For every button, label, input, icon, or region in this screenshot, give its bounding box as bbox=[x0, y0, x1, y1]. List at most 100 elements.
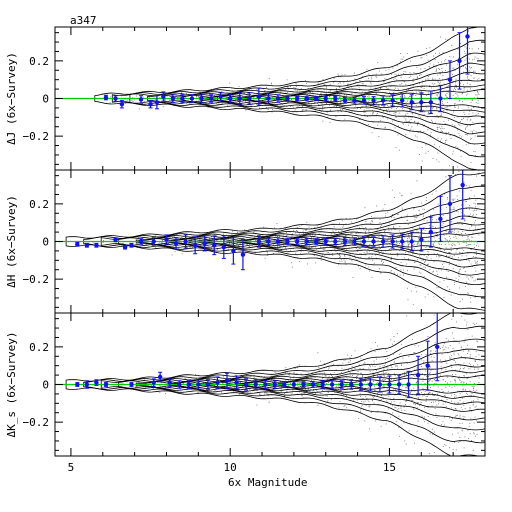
panel-h-binned-point bbox=[419, 237, 424, 242]
panel-ks-binned-point bbox=[272, 382, 277, 387]
panel-ks-binned-point bbox=[291, 382, 297, 387]
x-axis-title: 6x Magnitude bbox=[228, 476, 307, 489]
panel-j-binned-point bbox=[390, 98, 395, 103]
panel-h-binned-point bbox=[94, 243, 99, 248]
panel-j-binned-point bbox=[227, 96, 233, 101]
panel-j-y-tick-label: 0 bbox=[42, 93, 49, 106]
panel-h-binned-point bbox=[342, 239, 348, 244]
panel-ks-binned-point bbox=[406, 382, 411, 387]
panel-h-binned-point bbox=[138, 239, 144, 244]
panel-h-binned-point bbox=[183, 239, 188, 244]
panel-h-binned-point bbox=[202, 241, 207, 246]
panel-j-binned-point bbox=[333, 96, 338, 101]
panel-h-binned-point bbox=[231, 248, 236, 254]
panel-j-binned-point bbox=[419, 100, 424, 105]
panel-j-binned-point bbox=[313, 96, 319, 101]
panel-h-binned-point bbox=[390, 239, 395, 244]
panel-h: −0.2 0 0.2 ΔH (6x−Survey) bbox=[5, 169, 486, 314]
panel-ks-binned-point bbox=[157, 374, 163, 380]
panel-h-binned-point bbox=[352, 239, 357, 244]
panel-j-y-ticks bbox=[55, 32, 485, 165]
panel-h-contour bbox=[153, 222, 485, 261]
panel-j-binned-point bbox=[352, 98, 357, 103]
panel-j-binned-point bbox=[218, 94, 223, 99]
panel-ks-binned-point bbox=[186, 382, 191, 387]
panel-h-binned-point bbox=[371, 239, 376, 244]
panel-h-y-axis-title: ΔH (6x−Survey) bbox=[5, 195, 18, 288]
panel-j: −0.2 0 0.2 ΔJ (6x−Survey) bbox=[5, 26, 486, 171]
panel-h-contour bbox=[83, 185, 485, 298]
panel-ks-binned-point bbox=[415, 372, 421, 378]
panel-j-y-tick-label: 0.2 bbox=[29, 55, 49, 68]
x-tick-label: 10 bbox=[224, 461, 237, 474]
panel-ks-binned-point bbox=[310, 382, 316, 387]
panel-ks-binned-point bbox=[349, 382, 354, 387]
panel-j-binned-point bbox=[180, 96, 185, 101]
panel-j-binned-point bbox=[457, 58, 462, 64]
panel-h-binned-point bbox=[84, 243, 90, 248]
panel-h-binned-point bbox=[380, 239, 386, 244]
panel-ks-binned-point bbox=[94, 380, 99, 385]
panel-ks-y-tick-label: −0.2 bbox=[23, 416, 50, 429]
panel-j-binned-point bbox=[409, 100, 414, 105]
panel-ks-binned-point bbox=[103, 382, 109, 387]
panel-j-binned-point bbox=[285, 96, 290, 101]
panel-ks-binned-point bbox=[329, 382, 335, 387]
panel-j-binned-point bbox=[428, 100, 434, 105]
x-tick-label: 5 bbox=[68, 461, 75, 474]
panel-j-binned-point bbox=[323, 96, 328, 101]
panel-h-binned-point bbox=[256, 239, 262, 244]
panel-ks-contour bbox=[83, 325, 485, 444]
panel-ks-x-ticks bbox=[70, 313, 486, 456]
panel-j-binned-point bbox=[161, 94, 166, 99]
panel-h-binned-point bbox=[361, 239, 367, 244]
panel-h-binned-point bbox=[304, 239, 309, 244]
panel-h-binned-point bbox=[428, 229, 434, 235]
panel-ks-contour bbox=[65, 313, 481, 456]
panel-h-binned-point bbox=[129, 243, 134, 248]
panel-ks-binned-point bbox=[301, 382, 306, 387]
panel-ks-binned-point bbox=[377, 382, 383, 387]
panel-ks-y-ticks bbox=[55, 318, 485, 451]
panel-ks-binned-point bbox=[282, 382, 287, 387]
panel-ks-binned-point bbox=[396, 382, 402, 387]
panel-ks-binned-point bbox=[320, 382, 325, 387]
panel-ks-contour bbox=[153, 364, 485, 405]
panel-h-binned-point bbox=[266, 239, 271, 244]
panel-j-y-tick-label: −0.2 bbox=[23, 130, 50, 143]
panel-ks-binned-point bbox=[243, 382, 249, 387]
panel-j-binned-point bbox=[380, 98, 386, 103]
panel-h-contour bbox=[118, 207, 485, 276]
panel-h-binned-point bbox=[122, 244, 128, 250]
panel-ks-binned-point bbox=[224, 378, 230, 383]
panel-ks-binned-point bbox=[177, 382, 182, 387]
panel-j-binned-point bbox=[304, 96, 309, 101]
panel-j-binned-point bbox=[342, 98, 348, 103]
panel-ks-binned-point bbox=[253, 382, 258, 387]
panel-ks-y-tick-label: 0.2 bbox=[29, 341, 49, 354]
panel-ks-binned-point bbox=[167, 380, 172, 385]
panel-h-binned-point bbox=[313, 239, 319, 244]
panel-ks-binned-point bbox=[263, 382, 268, 387]
panel-h-binned-point bbox=[164, 237, 169, 242]
panel-h-binned-point bbox=[275, 239, 281, 244]
panel-ks: −0.2 0 0.2 ΔK_s (6x−Survey) bbox=[5, 312, 486, 457]
panel-j-binned-point bbox=[154, 100, 160, 105]
panel-j-binned-point bbox=[119, 101, 125, 107]
panel-ks-contour bbox=[118, 348, 485, 421]
panel-h-binned-point bbox=[173, 241, 179, 246]
panel-h-density-contours bbox=[65, 172, 485, 311]
panel-h-y-tick-label: 0.2 bbox=[29, 198, 49, 211]
panel-ks-binned-point bbox=[75, 382, 80, 387]
panel-j-binned-point bbox=[148, 101, 153, 107]
panel-h-y-ticks bbox=[55, 175, 485, 308]
panel-j-binned-point bbox=[361, 98, 367, 103]
panel-j-contour bbox=[94, 27, 481, 170]
panel-ks-binned-point bbox=[196, 382, 201, 387]
panel-j-contour bbox=[147, 62, 485, 135]
panel-j-contour bbox=[111, 39, 485, 158]
panel-h-binned-point bbox=[447, 201, 453, 207]
panel-j-binned-point bbox=[275, 96, 281, 101]
panel-j-binned-point bbox=[237, 96, 242, 101]
